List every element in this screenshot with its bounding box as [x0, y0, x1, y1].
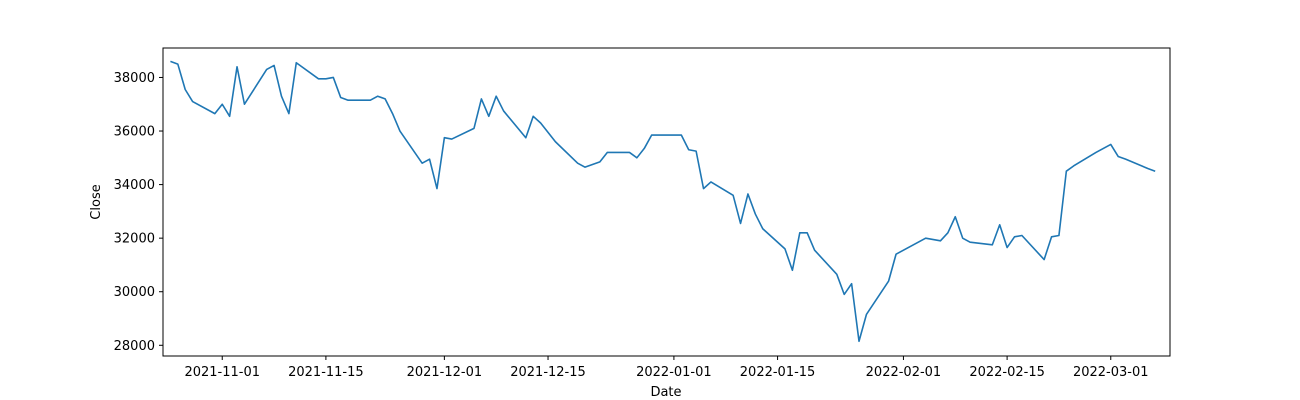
close-price-line [170, 60, 1156, 343]
x-tick-label: 2022-02-01 [866, 365, 942, 380]
x-tick-label: 2021-11-01 [184, 365, 260, 380]
axes-frame [162, 47, 1171, 357]
x-tick-label: 2022-01-01 [636, 365, 712, 380]
y-tick-label: 38000 [114, 71, 155, 86]
x-axis: 2021-11-01 2021-11-15 2021-12-01 2021-12-15… [184, 356, 1149, 380]
x-tick-label: 2021-11-15 [288, 365, 364, 380]
y-axis-label: Close [89, 184, 104, 219]
y-tick-label: 34000 [114, 178, 155, 193]
x-tick-label: 2022-01-15 [740, 365, 816, 380]
y-tick-label: 32000 [114, 232, 155, 247]
y-tick-label: 30000 [114, 285, 155, 300]
x-tick-label: 2022-02-15 [969, 365, 1045, 380]
x-tick-label: 2022-03-01 [1073, 365, 1149, 380]
y-tick-label: 36000 [114, 125, 155, 140]
x-tick-label: 2021-12-01 [407, 365, 483, 380]
x-axis-label: Date [650, 385, 681, 400]
y-tick-label: 28000 [114, 339, 155, 354]
x-tick-label: 2021-12-15 [510, 365, 586, 380]
y-axis: 28000 30000 32000 34000 36000 38000 [114, 71, 163, 354]
